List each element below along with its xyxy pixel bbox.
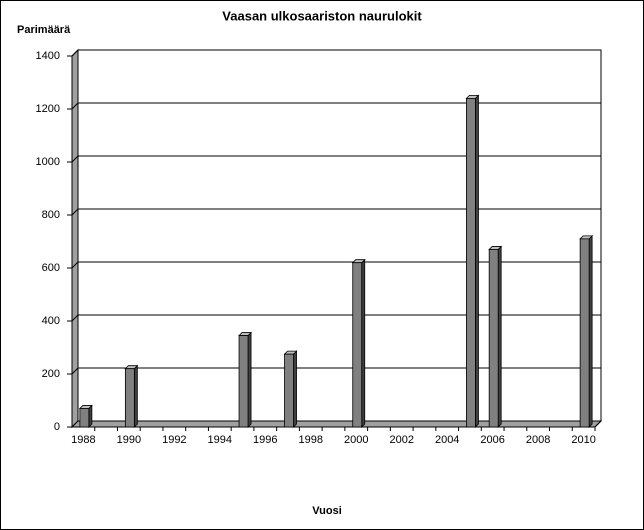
bar [78, 404, 93, 428]
grid-line [71, 155, 601, 163]
x-tick-label: 2006 [480, 434, 504, 446]
bar [488, 245, 503, 428]
x-tick-label: 2008 [526, 434, 550, 446]
grid-line [71, 420, 601, 428]
chart-title: Vaasan ulkosaariston naurulokit [222, 8, 422, 23]
bar-side [361, 258, 366, 428]
grid-line [71, 208, 601, 216]
y-tick-label: 1000 [36, 156, 60, 168]
bar-front [579, 238, 590, 428]
grid-line [71, 102, 601, 110]
bar-side [497, 245, 502, 428]
bar-side [88, 404, 93, 428]
y-tick-label: 1400 [36, 50, 60, 62]
x-tick-label: 2004 [435, 434, 459, 446]
x-tick-label: 2000 [344, 434, 368, 446]
grid-line [71, 49, 601, 57]
back-wall [77, 49, 602, 422]
y-axis-label: Parimäärä [17, 24, 71, 36]
bar-side [247, 331, 252, 428]
x-tick-label: 1992 [162, 434, 186, 446]
bar-front [238, 335, 249, 428]
y-tick-label: 600 [42, 262, 60, 274]
x-axis-3d [594, 420, 602, 428]
y-tick-label: 0 [54, 421, 60, 433]
bar-front [466, 98, 476, 428]
bar-front [79, 408, 90, 428]
bar-side [133, 364, 138, 428]
bar [351, 258, 366, 428]
bar-front [284, 353, 294, 428]
grid-line [71, 314, 601, 322]
y-tick-label: 400 [42, 315, 60, 327]
bar [465, 94, 480, 428]
bar-front [352, 262, 363, 428]
grid-line [71, 261, 601, 269]
bar [283, 350, 298, 428]
x-tick-label: 1994 [208, 434, 232, 446]
y-tick-label: 800 [42, 209, 60, 221]
x-tick-label: 1996 [253, 434, 277, 446]
x-tick-label: 1990 [117, 434, 141, 446]
bar [579, 234, 594, 428]
bar [124, 364, 139, 428]
floor [70, 420, 603, 428]
bar-side [588, 234, 593, 428]
x-tick-label: 2010 [571, 434, 595, 446]
y-tick-label: 1200 [36, 103, 60, 115]
bar-side [475, 94, 479, 428]
x-tick-label: 1998 [299, 434, 323, 446]
grid-line [71, 367, 601, 375]
bar-front [488, 249, 499, 428]
bar [238, 331, 253, 428]
y-tick-label: 200 [42, 368, 60, 380]
x-tick-label: 1988 [71, 434, 95, 446]
bar-side [293, 350, 297, 428]
x-tick-label: 2002 [389, 434, 413, 446]
bar-front [124, 368, 135, 428]
x-axis-label: Vuosi [312, 505, 342, 517]
